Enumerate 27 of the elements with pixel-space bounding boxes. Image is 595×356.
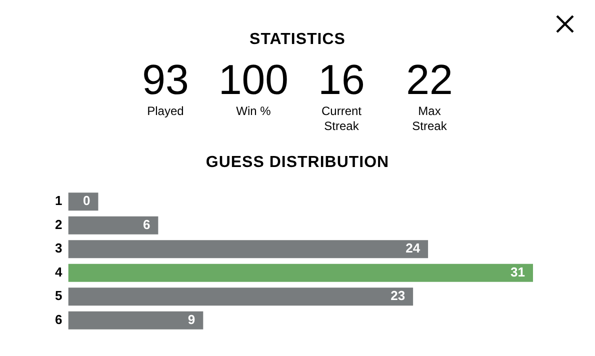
y-tick-label: 1 xyxy=(54,193,62,208)
bar xyxy=(68,216,158,234)
text: 100 xyxy=(217,56,290,103)
data-label: 23 xyxy=(390,288,406,304)
text: Win % xyxy=(235,104,272,119)
data-label: 6 xyxy=(142,216,150,232)
y-tick-label: 6 xyxy=(54,312,62,327)
text: 93 xyxy=(141,56,190,103)
y-tick-label: 4 xyxy=(54,264,63,280)
data-label: 0 xyxy=(82,193,90,208)
data-label: 31 xyxy=(510,264,525,280)
y-tick-label: 5 xyxy=(54,288,62,304)
y-tick-label: 3 xyxy=(54,240,62,256)
text: 22 xyxy=(405,56,454,103)
text: STATISTICS xyxy=(248,31,346,49)
bar xyxy=(68,240,428,258)
bar xyxy=(68,311,204,330)
bar xyxy=(68,264,533,282)
data-label: 9 xyxy=(188,312,196,327)
text: 16 xyxy=(317,56,366,103)
chart-title: GUESS DISTRIBUTION xyxy=(204,154,390,172)
bar xyxy=(68,288,414,306)
data-label: 24 xyxy=(406,240,421,256)
text: Max Streak xyxy=(411,104,448,134)
text: Played xyxy=(146,104,185,119)
y-tick-label: 2 xyxy=(54,216,62,232)
text: Current Streak xyxy=(320,104,362,134)
